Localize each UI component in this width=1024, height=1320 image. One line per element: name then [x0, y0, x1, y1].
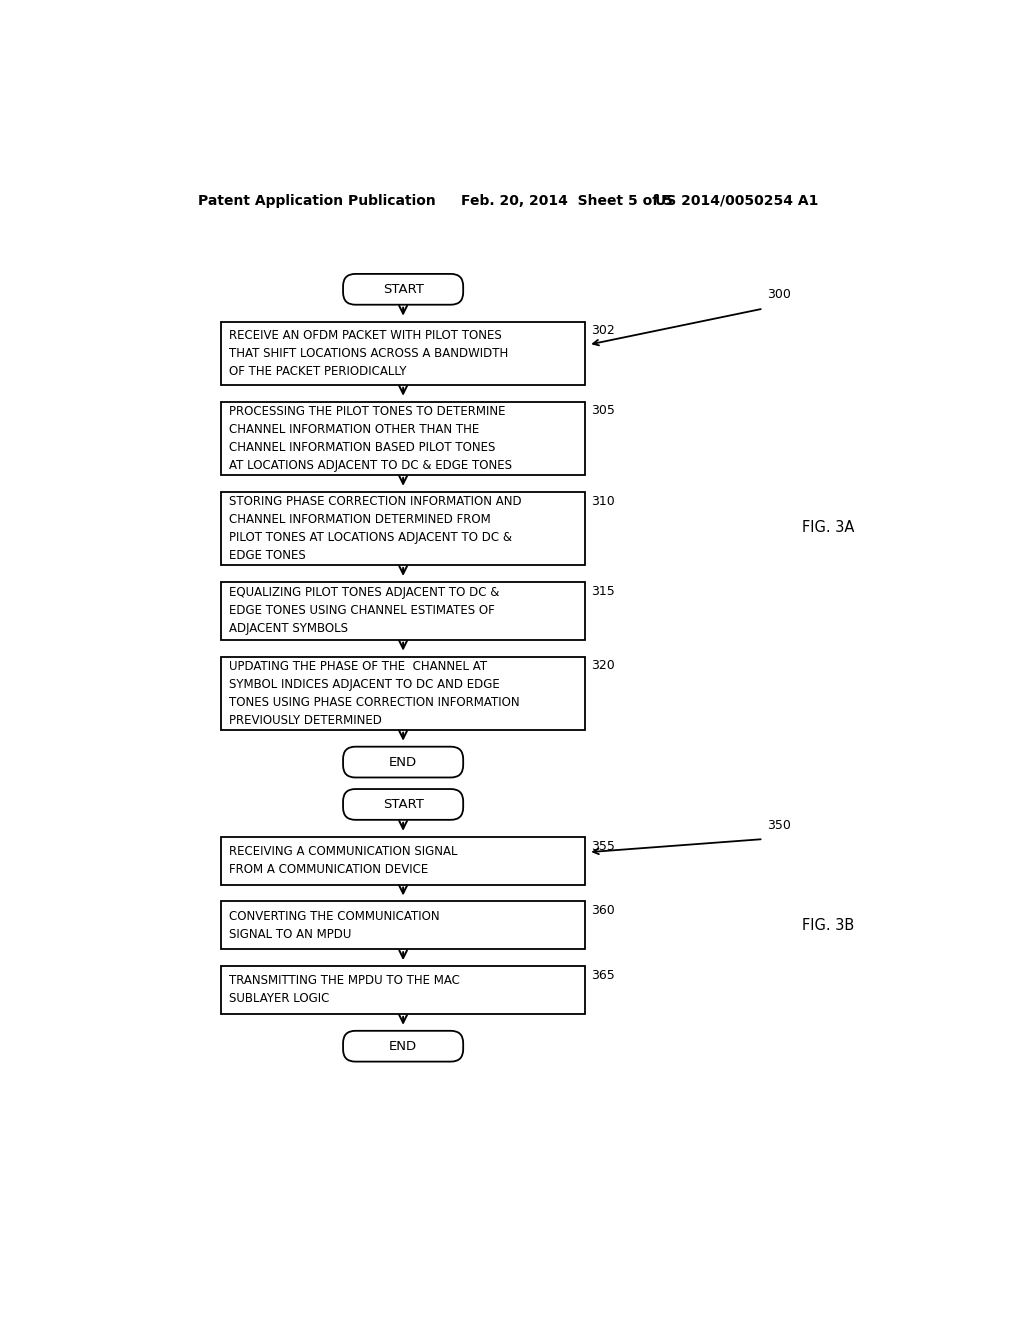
Text: 300: 300 — [767, 288, 792, 301]
Text: START: START — [383, 797, 424, 810]
FancyBboxPatch shape — [343, 747, 463, 777]
Text: END: END — [389, 755, 417, 768]
Text: Patent Application Publication: Patent Application Publication — [198, 194, 435, 207]
Text: 320: 320 — [592, 659, 615, 672]
Text: Feb. 20, 2014  Sheet 5 of 5: Feb. 20, 2014 Sheet 5 of 5 — [461, 194, 673, 207]
Text: RECEIVING A COMMUNICATION SIGNAL
FROM A COMMUNICATION DEVICE: RECEIVING A COMMUNICATION SIGNAL FROM A … — [228, 845, 458, 876]
FancyBboxPatch shape — [221, 837, 586, 884]
Text: 360: 360 — [592, 904, 615, 917]
Text: FIG. 3A: FIG. 3A — [802, 520, 855, 536]
Text: PROCESSING THE PILOT TONES TO DETERMINE
CHANNEL INFORMATION OTHER THAN THE
CHANN: PROCESSING THE PILOT TONES TO DETERMINE … — [228, 405, 512, 471]
Text: STORING PHASE CORRECTION INFORMATION AND
CHANNEL INFORMATION DETERMINED FROM
PIL: STORING PHASE CORRECTION INFORMATION AND… — [228, 495, 521, 562]
Text: 310: 310 — [592, 495, 615, 508]
Text: 315: 315 — [592, 585, 615, 598]
Text: RECEIVE AN OFDM PACKET WITH PILOT TONES
THAT SHIFT LOCATIONS ACROSS A BANDWIDTH
: RECEIVE AN OFDM PACKET WITH PILOT TONES … — [228, 329, 508, 378]
Text: START: START — [383, 282, 424, 296]
Text: EQUALIZING PILOT TONES ADJACENT TO DC &
EDGE TONES USING CHANNEL ESTIMATES OF
AD: EQUALIZING PILOT TONES ADJACENT TO DC & … — [228, 586, 499, 635]
Text: 350: 350 — [767, 818, 792, 832]
FancyBboxPatch shape — [343, 275, 463, 305]
Text: 302: 302 — [592, 325, 615, 338]
Text: TRANSMITTING THE MPDU TO THE MAC
SUBLAYER LOGIC: TRANSMITTING THE MPDU TO THE MAC SUBLAYE… — [228, 974, 460, 1006]
FancyBboxPatch shape — [343, 1031, 463, 1061]
FancyBboxPatch shape — [221, 966, 586, 1014]
Text: END: END — [389, 1040, 417, 1053]
Text: UPDATING THE PHASE OF THE  CHANNEL AT
SYMBOL INDICES ADJACENT TO DC AND EDGE
TON: UPDATING THE PHASE OF THE CHANNEL AT SYM… — [228, 660, 519, 727]
FancyBboxPatch shape — [221, 401, 586, 475]
Text: FIG. 3B: FIG. 3B — [802, 917, 854, 933]
Text: 305: 305 — [592, 404, 615, 417]
FancyBboxPatch shape — [343, 789, 463, 820]
FancyBboxPatch shape — [221, 492, 586, 565]
Text: CONVERTING THE COMMUNICATION
SIGNAL TO AN MPDU: CONVERTING THE COMMUNICATION SIGNAL TO A… — [228, 909, 439, 941]
FancyBboxPatch shape — [221, 902, 586, 949]
Text: 355: 355 — [592, 840, 615, 853]
FancyBboxPatch shape — [221, 656, 586, 730]
Text: 365: 365 — [592, 969, 615, 982]
FancyBboxPatch shape — [221, 322, 586, 385]
Text: US 2014/0050254 A1: US 2014/0050254 A1 — [655, 194, 818, 207]
FancyBboxPatch shape — [221, 582, 586, 640]
